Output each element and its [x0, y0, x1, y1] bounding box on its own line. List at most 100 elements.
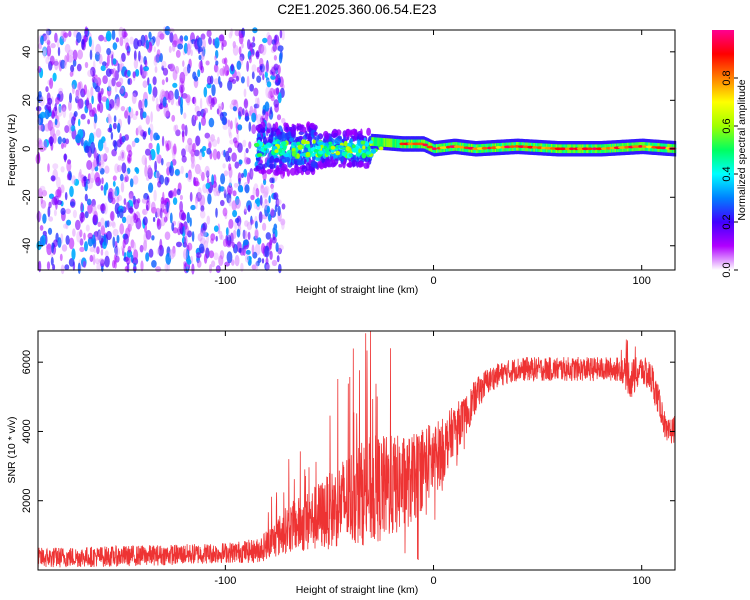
heatmap-cell: [155, 35, 160, 47]
heatmap-cell: [274, 121, 279, 130]
heatmap-cell: [363, 162, 369, 169]
heatmap-cell: [96, 152, 99, 165]
heatmap-cell: [94, 76, 99, 84]
heatmap-cell: [46, 92, 51, 102]
heatmap-cell: [235, 75, 239, 82]
heatmap-cell: [90, 141, 96, 154]
heatmap-cell: [224, 64, 230, 77]
heatmap-cell: [170, 95, 175, 106]
heatmap-cell: [87, 236, 94, 247]
heatmap-cell: [180, 86, 184, 98]
heatmap-cell: [68, 100, 72, 112]
heatmap-cell: [267, 129, 271, 133]
heatmap-cell: [39, 225, 44, 231]
heatmap-cell: [235, 198, 241, 209]
heatmap-cell: [63, 32, 69, 38]
heatmap-cell: [65, 208, 71, 215]
heatmap-cell: [89, 109, 95, 117]
heatmap-cell: [262, 191, 269, 199]
heatmap-cell: [117, 122, 121, 133]
heatmap-cell: [58, 87, 64, 95]
heatmap-cell: [90, 177, 94, 184]
heatmap-cell: [238, 46, 242, 55]
heatmap-cell: [343, 140, 348, 147]
heatmap-cell: [124, 175, 129, 183]
heatmap-cell: [66, 160, 72, 172]
heatmap-cell: [249, 83, 255, 92]
heatmap-cell: [44, 123, 51, 132]
heatmap-cell: [120, 181, 125, 193]
heatmap-cell: [103, 153, 108, 162]
heatmap-cell: [262, 63, 265, 75]
heatmap-cell: [65, 235, 70, 245]
heatmap-cell: [242, 229, 246, 240]
heatmap-cell: [142, 208, 148, 216]
heatmap-cell: [264, 162, 268, 168]
heatmap-cell: [172, 33, 178, 46]
heatmap-cell: [228, 132, 233, 139]
heatmap-cell: [206, 215, 211, 225]
heatmap-cell: [277, 45, 284, 52]
heatmap-cell: [271, 39, 276, 45]
heatmap-cell: [119, 208, 124, 219]
heatmap-cell: [237, 172, 242, 183]
heatmap-cell: [260, 146, 265, 153]
heatmap-cell: [162, 96, 167, 108]
chart-title: C2E1.2025.360.06.54.E23: [277, 2, 436, 17]
heatmap-cell: [198, 54, 202, 61]
heatmap-cell: [276, 114, 282, 121]
heatmap-cell: [226, 251, 233, 264]
heatmap-cell: [270, 208, 275, 217]
heatmap-cell: [80, 137, 84, 147]
heatmap-cell: [164, 25, 171, 36]
heatmap-cell: [108, 79, 112, 92]
heatmap-cell: [121, 135, 126, 143]
heatmap-cell: [61, 142, 64, 149]
heatmap-cell: [39, 212, 42, 219]
heatmap-cell: [100, 249, 104, 256]
heatmap-cell: [112, 122, 117, 130]
y-tick-label: 20: [21, 94, 33, 106]
heatmap-cell: [377, 137, 379, 147]
heatmap-cell: [232, 41, 236, 49]
heatmap-cell: [183, 35, 189, 42]
heatmap-cell: [75, 219, 81, 231]
heatmap-cell: [481, 146, 488, 150]
heatmap-cell: [312, 139, 316, 144]
heatmap-cell: [194, 115, 198, 121]
heatmap-cell: [60, 30, 65, 40]
heatmap-cell: [133, 249, 139, 261]
heatmap-cell: [44, 109, 50, 120]
heatmap-cell: [126, 214, 132, 226]
heatmap-cell: [247, 172, 250, 185]
heatmap-cell: [110, 210, 115, 222]
heatmap-cell: [100, 203, 106, 212]
heatmap-cell: [62, 107, 67, 119]
heatmap-cell: [302, 134, 307, 141]
heatmap-cell: [214, 55, 217, 61]
heatmap-cell: [203, 86, 208, 98]
heatmap-cell: [217, 136, 220, 145]
spectrogram-y-axis: -40 -20 0 20 40: [21, 46, 675, 254]
heatmap-cell: [269, 106, 273, 115]
heatmap-cell: [342, 161, 346, 169]
heatmap-cell: [50, 122, 57, 128]
heatmap-cell: [280, 218, 286, 226]
heatmap-cell: [57, 46, 61, 57]
heatmap-cell: [101, 136, 106, 144]
heatmap-cell: [156, 248, 160, 255]
heatmap-cell: [204, 165, 210, 177]
heatmap-cell: [83, 175, 87, 188]
heatmap-cell: [41, 234, 46, 247]
heatmap-cell: [324, 135, 330, 140]
heatmap-cell: [106, 230, 112, 241]
heatmap-cell: [587, 147, 593, 151]
heatmap-cell: [84, 26, 89, 36]
heatmap-cell: [176, 188, 181, 196]
heatmap-cell: [367, 145, 371, 151]
heatmap-cell: [91, 204, 97, 215]
heatmap-cell: [119, 88, 125, 95]
heatmap-cell: [188, 169, 192, 180]
heatmap-cell: [132, 90, 138, 98]
heatmap-cell: [66, 219, 72, 226]
